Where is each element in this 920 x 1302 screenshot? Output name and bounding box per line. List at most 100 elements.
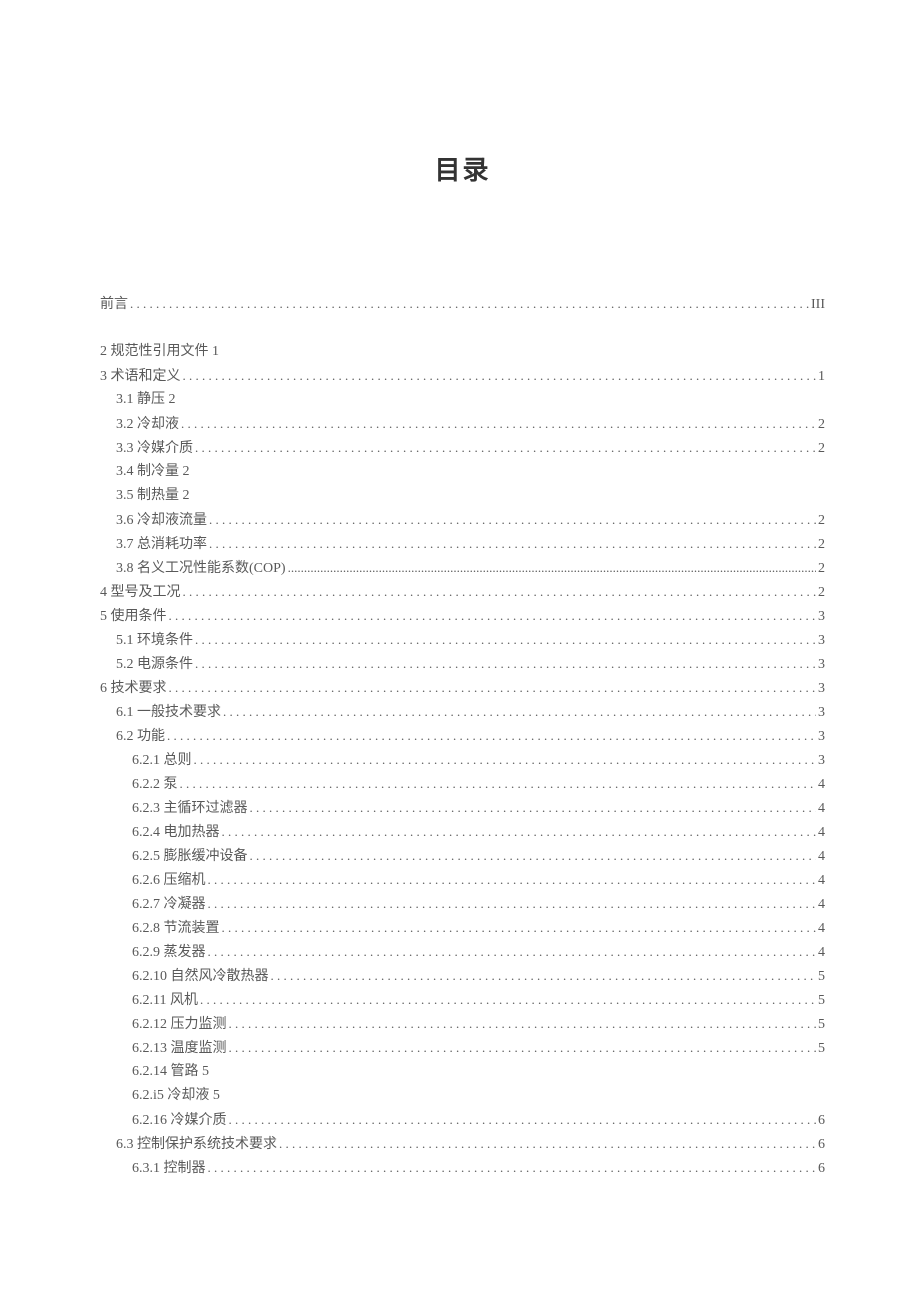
toc-entry: 6 技术要求 3 [100,676,825,700]
toc-label: 6.2.4 电加热器 [132,821,220,844]
toc-page-number: 4 [818,821,825,844]
toc-entry: 3.7 总消耗功率 2 [100,532,825,556]
toc-entry: 3.4 制冷量 2 [100,460,825,484]
toc-entry: 前言III [100,292,825,316]
toc-leader-dots [208,1156,817,1180]
toc-label: 6.2.16 冷媒介质 [132,1109,227,1132]
toc-label: 6.2 功能 [116,725,165,748]
toc-label: 6.3.1 控制器 [132,1157,206,1180]
toc-leader-dots [229,1012,817,1036]
toc-leader-dots [223,700,816,724]
toc-page-number: 4 [818,893,825,916]
toc-label: 6.2.12 压力监测 [132,1013,227,1036]
toc-label: 6 技术要求 [100,677,167,700]
toc-label: 6.2.11 风机 [132,989,198,1012]
toc-label: 3.7 总消耗功率 [116,533,207,556]
toc-entry: 6.2.1 总则 3 [100,748,825,772]
toc-entry: 6.2.12 压力监测 5 [100,1012,825,1036]
toc-page-number: 3 [818,725,825,748]
toc-page-number: 3 [818,653,825,676]
toc-entry: 6.2.11 风机 5 [100,988,825,1012]
toc-entry: 6.2.13 温度监测 5 [100,1036,825,1060]
toc-leader-dots [208,868,817,892]
toc-leader-dots [183,580,817,604]
toc-label: 6.2.3 主循环过滤器 [132,797,248,820]
toc-leader-dots [222,820,817,844]
toc-page-number: 5 [818,989,825,1012]
toc-page-number: 4 [818,845,825,868]
toc-label: 5.2 电源条件 [116,653,193,676]
toc-entry: 6.2.3 主循环过滤器 4 [100,796,825,820]
toc-entry: 3.1 静压 2 [100,388,825,412]
toc-leader-dots [229,1108,817,1132]
toc-page-number: 4 [818,941,825,964]
toc-label: 5.1 环境条件 [116,629,193,652]
toc-leader-dots [209,508,816,532]
toc-entry: 3 术语和定义 1 [100,364,825,388]
toc-entry: 6.2.8 节流装置4 [100,916,825,940]
toc-page-number: 3 [818,677,825,700]
toc-leader-dots [222,916,817,940]
toc-label: 3.2 冷却液 [116,413,179,436]
toc-leader-dots [288,556,816,580]
toc-page-number: 2 [818,509,825,532]
toc-label: 6.2.5 膨胀缓冲设备 [132,845,248,868]
toc-leader-dots [200,988,816,1012]
toc-label: 6.3 控制保护系统技术要求 [116,1133,277,1156]
toc-entry: 5.1 环境条件 3 [100,628,825,652]
toc-page-number: 6 [818,1109,825,1132]
toc-entry: 6.3.1 控制器 6 [100,1156,825,1180]
toc-leader-dots [180,772,817,796]
toc-leader-dots [195,628,816,652]
toc-leader-dots [250,796,817,820]
toc-label: 6.2.14 管路 5 [132,1064,209,1079]
toc-entry: 6.3 控制保护系统技术要求6 [100,1132,825,1156]
toc-entry: 6.2 功能 3 [100,724,825,748]
toc-entry: 3.3 冷媒介质2 [100,436,825,460]
toc-label: 6.2.9 蒸发器 [132,941,206,964]
toc-label: 6.2.10 自然风冷散热器 [132,965,269,988]
toc-entry: 3.6 冷却液流量2 [100,508,825,532]
toc-page-number: 4 [818,917,825,940]
toc-page-number: 2 [818,437,825,460]
toc-page-number: 1 [818,365,825,388]
toc-page-number: 5 [818,1013,825,1036]
toc-label: 6.2.13 温度监测 [132,1037,227,1060]
toc-label: 3 术语和定义 [100,365,181,388]
toc-page-number: 2 [818,533,825,556]
toc-label: 6.1 一般技术要求 [116,701,221,724]
toc-page-number: 3 [818,629,825,652]
toc-label: 6.2.i5 冷却液 5 [132,1088,220,1103]
toc-page-number: 2 [818,581,825,604]
toc-entry: 4 型号及工况2 [100,580,825,604]
toc-label: 6.2.7 冷凝器 [132,893,206,916]
toc-label: 6.2.1 总则 [132,749,192,772]
toc-entry: 5.2 电源条件 3 [100,652,825,676]
toc-leader-dots [195,436,816,460]
toc-page-number: 5 [818,1037,825,1060]
toc-leader-dots [209,532,816,556]
toc-page-number: 4 [818,869,825,892]
toc-page-number: 2 [818,557,825,580]
toc-leader-dots [183,364,817,388]
toc-entry: 3.8 名义工况性能系数(COP) 2 [100,556,825,580]
toc-label: 3.1 静压 2 [116,392,176,407]
toc-leader-dots [169,604,817,628]
table-of-contents: 前言III2 规范性引用文件 13 术语和定义13.1 静压 23.2 冷却液2… [100,292,825,1180]
toc-label: 6.2.6 压缩机 [132,869,206,892]
toc-page-number: 2 [818,413,825,436]
toc-page-number: 5 [818,965,825,988]
toc-label: 5 使用条件 [100,605,167,628]
toc-label: 3.4 制冷量 2 [116,464,190,479]
toc-page-number: 6 [818,1157,825,1180]
toc-entry: 6.2.9 蒸发器 4 [100,940,825,964]
toc-entry: 6.2.16 冷媒介质 6 [100,1108,825,1132]
toc-page-number: 4 [818,797,825,820]
toc-entry: 6.2.7 冷凝器 4 [100,892,825,916]
toc-page-number: 3 [818,749,825,772]
toc-leader-dots [208,940,817,964]
toc-leader-dots [208,892,817,916]
toc-leader-dots [181,412,816,436]
document-title: 目录 [100,150,825,187]
toc-entry: 6.2.i5 冷却液 5 [100,1084,825,1108]
